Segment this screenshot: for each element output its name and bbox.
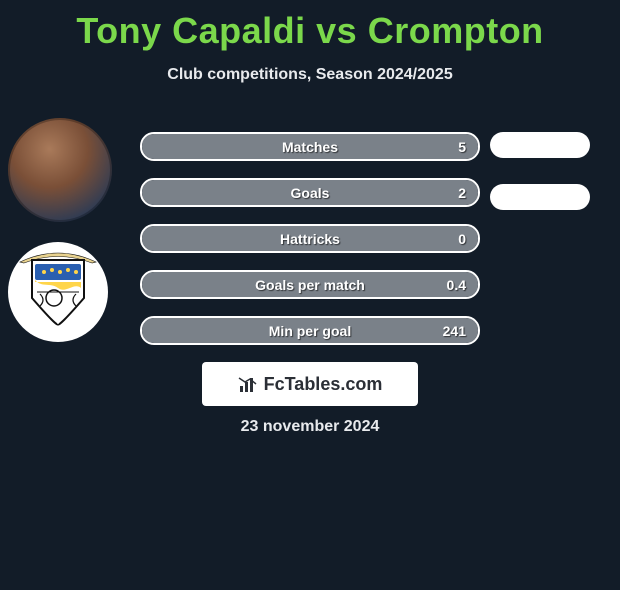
brand-box[interactable]: FcTables.com (202, 362, 418, 406)
brand-text: FcTables.com (264, 374, 383, 395)
stat-label: Hattricks (142, 231, 478, 247)
date-label: 23 november 2024 (0, 418, 620, 436)
stat-row: Goals2 (140, 178, 480, 207)
stat-row: Goals per match0.4 (140, 270, 480, 299)
stat-row: Matches5 (140, 132, 480, 161)
stat-value: 2 (458, 185, 466, 201)
stat-row: Hattricks0 (140, 224, 480, 253)
stat-label: Goals per match (142, 277, 478, 293)
blank-pill (490, 132, 590, 158)
stat-value: 241 (443, 323, 466, 339)
avatars-column (8, 110, 112, 342)
player-avatar (8, 118, 112, 222)
blank-pill (490, 184, 590, 210)
subtitle: Club competitions, Season 2024/2025 (0, 66, 620, 84)
stat-label: Goals (142, 185, 478, 201)
page-title: Tony Capaldi vs Crompton (0, 10, 620, 52)
stats-panel: Matches5Goals2Hattricks0Goals per match0… (140, 132, 480, 362)
stat-label: Min per goal (142, 323, 478, 339)
club-shield-icon (30, 258, 86, 326)
stat-value: 0 (458, 231, 466, 247)
club-badge (8, 242, 108, 342)
bar-chart-icon (238, 376, 258, 394)
stat-value: 5 (458, 139, 466, 155)
stat-row: Min per goal241 (140, 316, 480, 345)
stat-value: 0.4 (447, 277, 466, 293)
right-pills (490, 132, 590, 236)
stat-label: Matches (142, 139, 478, 155)
